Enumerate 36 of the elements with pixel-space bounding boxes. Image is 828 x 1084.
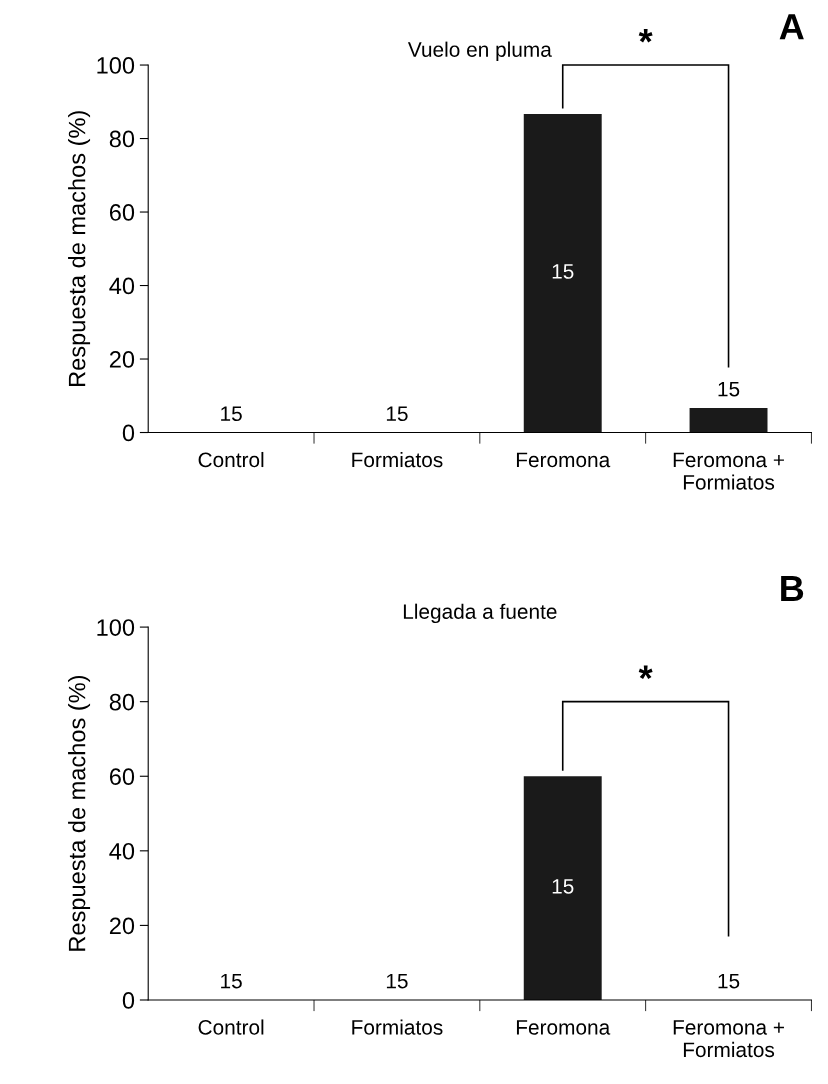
x-tick-label: Feromona [516, 1020, 611, 1035]
annotation: 15 [718, 973, 740, 989]
text: A [779, 14, 804, 40]
y-tick-label: 80 [109, 130, 135, 148]
y-axis-title: Respuesta de machos (%) [68, 111, 91, 386]
annotation: 15 [386, 406, 408, 422]
y-tick-label: 100 [97, 619, 135, 636]
chart-title: Vuelo en pluma [407, 41, 552, 62]
y-tick-label: 100 [97, 57, 135, 74]
x-tick-label: Formiatos [352, 1019, 443, 1035]
x-tick-label: Control [198, 451, 264, 468]
annotation: 15 [718, 381, 740, 397]
y-tick-label: 40 [109, 842, 135, 860]
annotation: 15 [221, 973, 242, 989]
x-tick-label: Formiatos [352, 451, 443, 468]
x-tick-label: Feromona + Formiatos [673, 452, 784, 490]
chart-title: Llegada a fuente [403, 603, 557, 624]
y-axis-title: Respuesta de machos (%) [68, 675, 91, 951]
x-tick-label: Control [198, 1019, 264, 1035]
annotation: 15 [552, 879, 574, 894]
y-tick-label: 20 [109, 351, 135, 368]
x-tick-label: Feromona + Formiatos [673, 1020, 784, 1058]
text: * [638, 29, 653, 43]
text: B [781, 576, 804, 601]
annotation: 15 [221, 406, 242, 422]
y-tick-label: 40 [109, 277, 135, 295]
y-tick-label: 20 [109, 917, 135, 935]
annotation: 15 [386, 973, 408, 989]
y-tick-label: 80 [109, 693, 135, 711]
x-tick-label: Feromona [516, 452, 611, 468]
annotation: * [638, 665, 653, 680]
annotation: 15 [552, 264, 574, 279]
y-tick-label: 60 [109, 768, 135, 786]
y-tick-label: 0 [122, 424, 135, 442]
y-tick-label: 0 [122, 992, 135, 1009]
y-tick-label: 60 [109, 204, 135, 221]
